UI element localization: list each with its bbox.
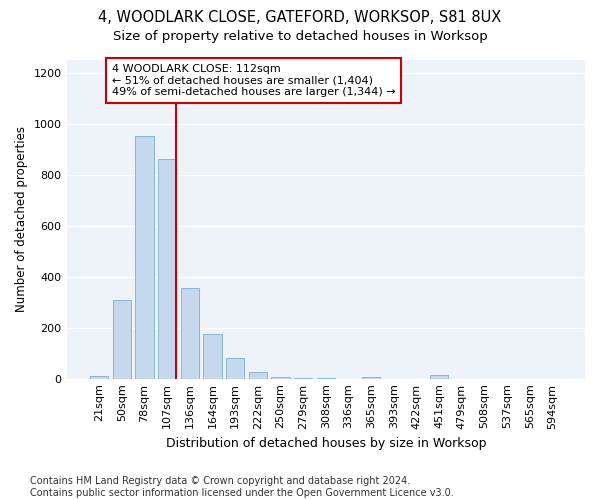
Bar [136,136,154,378]
Bar [113,300,131,378]
Bar [249,372,267,378]
Text: 4, WOODLARK CLOSE, GATEFORD, WORKSOP, S81 8UX: 4, WOODLARK CLOSE, GATEFORD, WORKSOP, S8… [98,10,502,25]
Bar [158,160,176,378]
Text: Contains HM Land Registry data © Crown copyright and database right 2024.
Contai: Contains HM Land Registry data © Crown c… [30,476,454,498]
Bar [181,288,199,378]
Bar [430,376,448,378]
Text: 4 WOODLARK CLOSE: 112sqm
← 51% of detached houses are smaller (1,404)
49% of sem: 4 WOODLARK CLOSE: 112sqm ← 51% of detach… [112,64,395,97]
Text: Size of property relative to detached houses in Worksop: Size of property relative to detached ho… [113,30,487,43]
Bar [90,376,108,378]
Y-axis label: Number of detached properties: Number of detached properties [15,126,28,312]
Bar [226,358,244,378]
Bar [203,334,221,378]
X-axis label: Distribution of detached houses by size in Worksop: Distribution of detached houses by size … [166,437,486,450]
